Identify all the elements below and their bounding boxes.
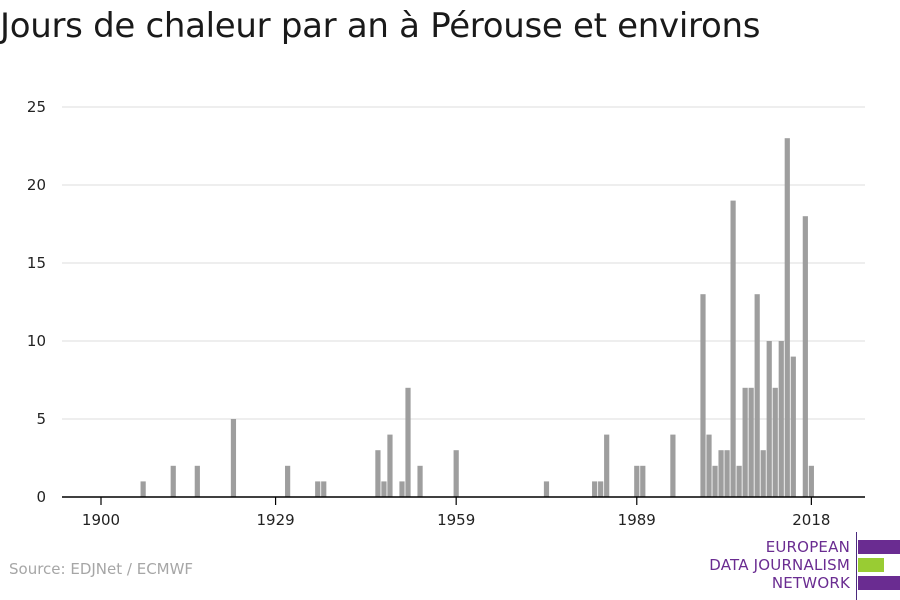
- bar-2003: [718, 450, 724, 497]
- bars: [140, 138, 814, 497]
- bar-2017: [802, 216, 808, 497]
- logo-green-bar: [858, 558, 884, 572]
- bar-2005: [730, 200, 736, 497]
- bar-1912: [170, 465, 176, 497]
- y-tick-label: 15: [27, 254, 46, 272]
- logo-line-2: DATA JOURNALISM: [709, 556, 850, 574]
- bar-1947: [381, 481, 387, 497]
- x-axis-ticks: 1900 1929 1959 1989 2018: [62, 496, 865, 529]
- bar-1936: [315, 481, 321, 497]
- bar-1995: [670, 434, 676, 497]
- bar-2002: [712, 465, 718, 497]
- bar-1907: [140, 481, 146, 497]
- logo-line-1: EUROPEAN: [765, 538, 850, 556]
- bar-1989: [634, 465, 640, 497]
- bar-2013: [778, 341, 784, 497]
- x-tick-label: 1989: [618, 511, 656, 529]
- bar-1959: [453, 450, 459, 497]
- bar-1984: [604, 434, 610, 497]
- bar-1950: [399, 481, 405, 497]
- x-tick-label: 1959: [437, 511, 475, 529]
- y-tick-label: 10: [27, 332, 46, 350]
- bar-2001: [706, 434, 712, 497]
- bar-2018: [808, 465, 814, 497]
- bar-2008: [748, 387, 754, 497]
- source-note: Source: EDJNet / ECMWF: [9, 560, 194, 578]
- bar-1931: [285, 465, 291, 497]
- bar-1990: [640, 465, 646, 497]
- y-tick-label: 0: [36, 488, 46, 506]
- y-axis-ticks: 0 5 10 15 20 25: [27, 98, 46, 506]
- x-tick-label: 2018: [792, 511, 830, 529]
- bar-1937: [321, 481, 327, 497]
- bar-1922: [230, 419, 237, 497]
- bar-2010: [760, 450, 766, 497]
- grid-lines: [62, 106, 865, 420]
- bar-1983: [598, 481, 604, 497]
- y-tick-label: 20: [27, 176, 46, 194]
- bar-1982: [592, 481, 598, 497]
- bar-1951: [405, 387, 411, 497]
- bar-2015: [790, 356, 796, 497]
- edjnet-logo: EUROPEAN DATA JOURNALISM NETWORK: [690, 532, 900, 600]
- bar-2009: [754, 294, 760, 497]
- bar-2012: [772, 387, 778, 497]
- bar-1948: [387, 434, 393, 497]
- logo-purple-bar-bottom: [858, 576, 900, 590]
- bar-1946: [375, 450, 381, 497]
- x-tick-label: 1900: [82, 511, 120, 529]
- logo-purple-bar-top: [858, 540, 900, 554]
- y-tick-label: 5: [36, 410, 46, 428]
- bar-2014: [784, 138, 790, 497]
- chart-title: Jours de chaleur par an à Pérouse et env…: [0, 6, 761, 46]
- bar-2006: [736, 465, 742, 497]
- bar-2000: [700, 294, 706, 497]
- logo-divider: [856, 532, 857, 600]
- bar-1916: [194, 465, 200, 497]
- bar-1953: [417, 465, 423, 497]
- x-tick-label: 1929: [256, 511, 294, 529]
- bar-2004: [724, 450, 730, 497]
- bar-2011: [766, 341, 772, 497]
- y-tick-label: 25: [27, 98, 46, 116]
- bar-1974: [543, 481, 550, 497]
- logo-line-3: NETWORK: [771, 574, 850, 592]
- bar-2007: [742, 387, 748, 497]
